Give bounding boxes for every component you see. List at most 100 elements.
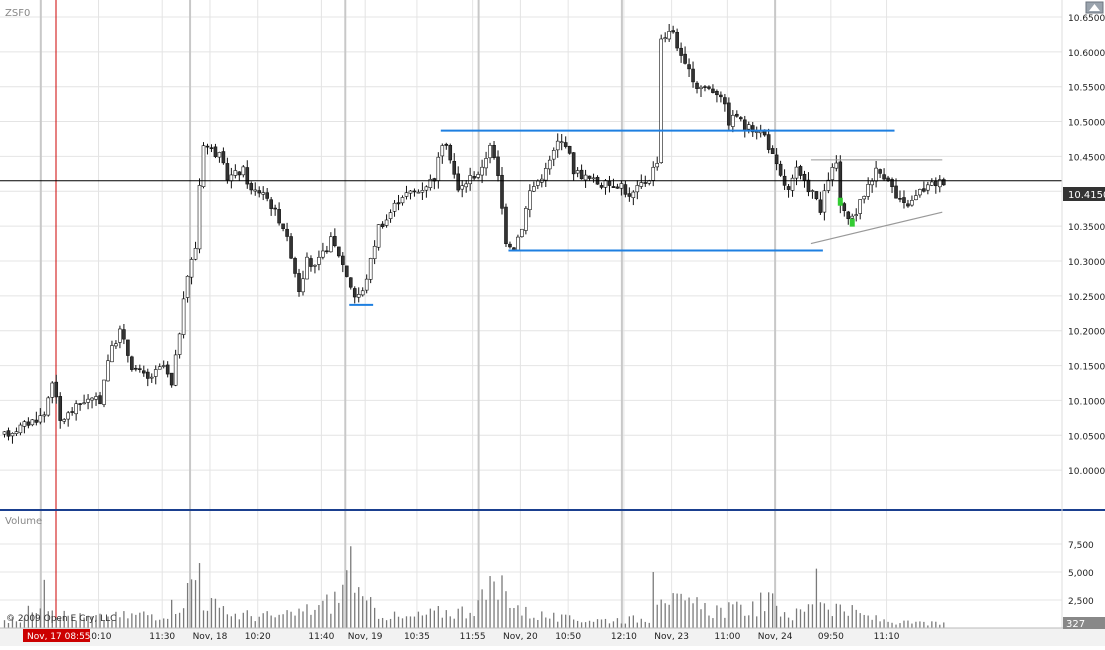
candle-body xyxy=(508,243,512,248)
candle-body xyxy=(806,179,811,193)
highlight-bar xyxy=(849,218,855,227)
candle-body xyxy=(110,345,114,363)
candle-body xyxy=(528,190,532,210)
symbol-label: ZSF0 xyxy=(5,8,30,19)
candle-body xyxy=(317,256,321,265)
candle-body xyxy=(822,190,827,213)
candle-body xyxy=(607,180,612,186)
price-tick-label: 10.6500 xyxy=(1068,14,1105,24)
candle-body xyxy=(826,179,831,191)
candle-body xyxy=(663,37,667,40)
candle-body xyxy=(177,333,182,355)
candle-body xyxy=(679,47,683,56)
candle-body xyxy=(547,159,552,170)
candle-body xyxy=(894,185,898,199)
candle-body xyxy=(667,31,671,40)
price-axis[interactable]: 10.0000 10.0500 10.1000 10.1500 10.2000 10.25… xyxy=(1068,14,1105,607)
candle-body xyxy=(273,207,277,210)
candle-body xyxy=(54,381,59,398)
candle-body xyxy=(62,419,67,422)
candle-body xyxy=(639,182,644,187)
candle-body xyxy=(890,179,894,188)
scroll-up-button[interactable] xyxy=(1085,1,1104,14)
candle-body xyxy=(368,258,373,280)
volume-tick-label: 2,500 xyxy=(1068,597,1094,607)
candle-body xyxy=(392,202,397,212)
candle-body xyxy=(189,259,194,278)
candle-body xyxy=(122,329,126,340)
candle-body xyxy=(293,258,297,274)
candle-body xyxy=(277,209,281,224)
candle-body xyxy=(173,354,178,386)
candle-body xyxy=(555,140,560,151)
price-tick-label: 10.0500 xyxy=(1068,432,1105,442)
triangle-trend-line[interactable] xyxy=(810,211,943,245)
candle-body xyxy=(138,368,142,370)
time-tick-label: 11:00 xyxy=(714,632,740,642)
candle-body xyxy=(738,117,743,120)
candle-body xyxy=(249,183,254,191)
candle-body xyxy=(735,113,739,117)
candle-body xyxy=(937,179,942,188)
candle-body xyxy=(543,168,548,181)
candle-body xyxy=(225,163,230,181)
volume-panel-label: Volume xyxy=(5,516,42,527)
candle-body xyxy=(297,273,301,292)
candle-body xyxy=(70,411,74,413)
time-tick-label: 11:10 xyxy=(874,632,900,642)
candle-body xyxy=(245,167,250,185)
candle-body xyxy=(329,236,333,253)
candle-body xyxy=(492,144,496,158)
candle-body xyxy=(723,97,727,105)
candle-body xyxy=(265,192,269,199)
candle-body xyxy=(444,143,449,146)
candle-body xyxy=(559,141,564,144)
candle-body xyxy=(90,397,94,401)
candle-body xyxy=(452,160,457,175)
candle-body xyxy=(922,188,926,192)
candle-body xyxy=(615,186,620,189)
candle-body xyxy=(404,192,409,197)
candle-body xyxy=(161,365,166,367)
time-tick-label: 11:55 xyxy=(460,632,486,642)
candle-body xyxy=(456,173,461,191)
candle-body xyxy=(348,277,353,288)
candle-body xyxy=(488,145,492,159)
candle-body xyxy=(261,192,266,195)
candle-body xyxy=(149,376,154,379)
candle-body xyxy=(862,196,866,200)
candle-body xyxy=(830,167,835,181)
candle-body xyxy=(742,119,747,131)
candle-body xyxy=(878,169,882,174)
candle-body xyxy=(563,142,568,147)
time-tick-label: 11:30 xyxy=(149,632,175,642)
candle-body xyxy=(285,228,289,237)
price-tick-label: 10.5000 xyxy=(1068,119,1105,129)
candle-body xyxy=(468,175,472,185)
candle-body xyxy=(22,421,27,427)
candle-body xyxy=(241,166,246,176)
price-tick-label: 10.3500 xyxy=(1068,223,1105,233)
drawn-lines[interactable] xyxy=(0,129,1062,306)
candle-body xyxy=(396,202,401,205)
candle-body xyxy=(532,186,536,192)
time-axis[interactable]: 10:10 11:30 Nov, 18 10:20 11:40 Nov, 19 10:35 1… xyxy=(86,632,900,642)
candle-body xyxy=(82,402,86,405)
candle-body xyxy=(464,183,468,188)
current-volume-label: 327 xyxy=(1066,619,1085,630)
candle-body xyxy=(675,31,679,49)
candle-body xyxy=(253,189,258,192)
candle-body xyxy=(376,224,381,248)
candle-body xyxy=(599,185,604,188)
candle-body xyxy=(631,191,636,199)
candle-body xyxy=(536,180,540,186)
candle-body xyxy=(643,182,648,184)
candle-body xyxy=(14,431,19,434)
candle-body xyxy=(165,364,170,375)
candle-body xyxy=(74,403,78,415)
candle-body xyxy=(142,370,146,374)
candle-body xyxy=(941,179,946,186)
candle-body xyxy=(834,162,839,169)
